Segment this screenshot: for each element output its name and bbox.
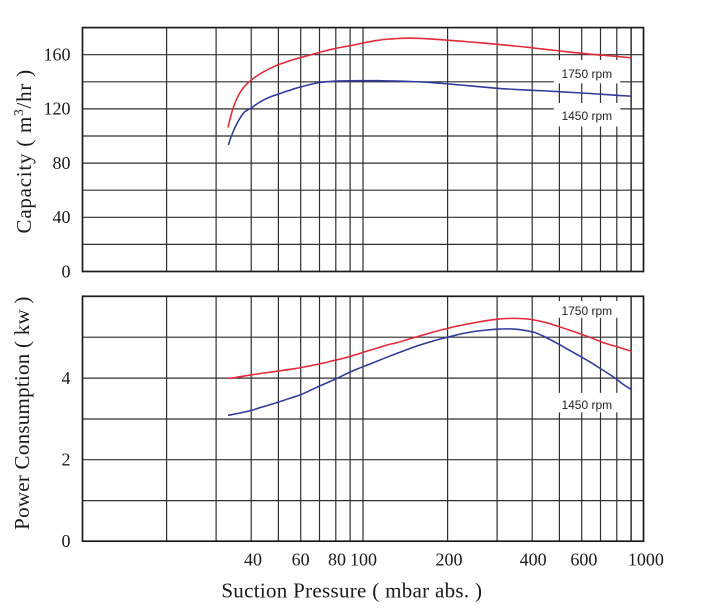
svg-text:1750 rpm: 1750 rpm (561, 67, 612, 81)
svg-text:1450 rpm: 1450 rpm (561, 109, 612, 123)
svg-text:0: 0 (62, 531, 71, 551)
svg-text:40: 40 (244, 550, 262, 570)
svg-text:4: 4 (62, 368, 71, 388)
svg-text:1000: 1000 (628, 550, 664, 570)
svg-text:1450 rpm: 1450 rpm (561, 398, 612, 412)
svg-text:80: 80 (53, 153, 71, 173)
svg-text:200: 200 (436, 550, 463, 570)
svg-text:400: 400 (520, 550, 547, 570)
svg-text:0: 0 (62, 261, 71, 281)
svg-text:1750 rpm: 1750 rpm (561, 304, 612, 318)
svg-text:600: 600 (570, 550, 597, 570)
svg-text:100: 100 (350, 550, 377, 570)
svg-text:40: 40 (53, 207, 71, 227)
svg-text:Suction Pressure ( mbar abs. ): Suction Pressure ( mbar abs. ) (221, 579, 482, 603)
svg-text:160: 160 (44, 45, 71, 65)
svg-text:120: 120 (44, 99, 71, 119)
svg-text:Capacity ( m3/hr ): Capacity ( m3/hr ) (11, 69, 36, 233)
svg-text:60: 60 (292, 550, 310, 570)
svg-text:2: 2 (62, 450, 71, 470)
svg-text:Power Consumption ( kw ): Power Consumption ( kw ) (10, 296, 34, 529)
svg-text:80: 80 (328, 550, 346, 570)
